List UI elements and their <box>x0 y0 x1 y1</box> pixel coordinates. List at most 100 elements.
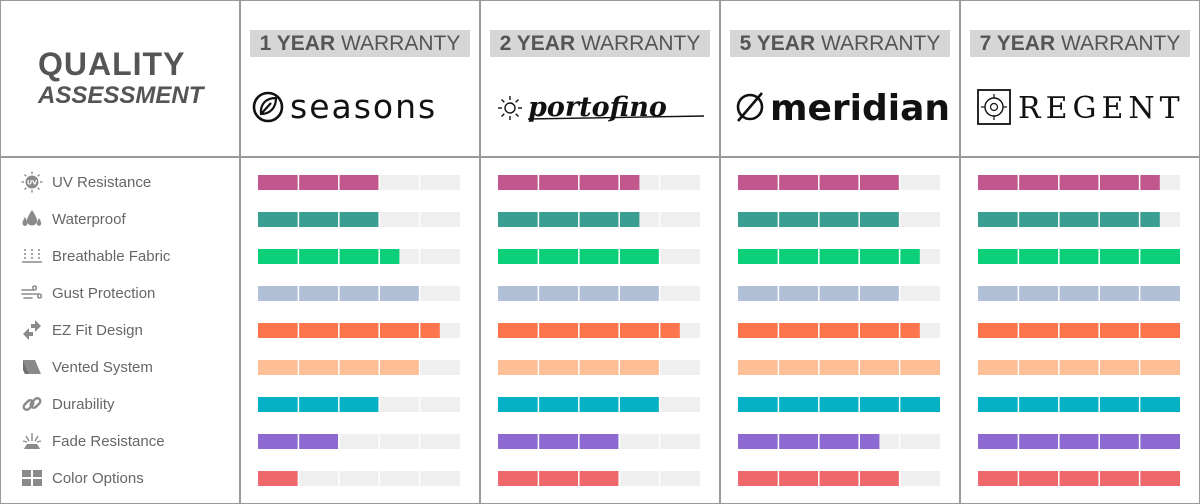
bar-segment-divider <box>578 249 580 264</box>
bar-segment-divider <box>658 471 661 486</box>
bar-regent-5 <box>978 360 1180 375</box>
bar-segment-divider <box>418 249 421 264</box>
bar-segment-divider <box>338 249 340 264</box>
bar-segment-divider <box>578 286 580 301</box>
bar-meridian-4 <box>738 323 920 338</box>
warranty-years: 5 YEAR <box>739 32 816 55</box>
bar-portofino-4 <box>498 323 680 338</box>
bar-regent-1 <box>978 212 1160 227</box>
leaf-icon <box>252 91 284 123</box>
title-line-2: ASSESSMENT <box>38 82 204 109</box>
bar-segment-divider <box>338 286 340 301</box>
bar-portofino-0 <box>498 175 640 190</box>
bar-segment-divider <box>338 175 340 190</box>
bar-segment-divider <box>578 471 580 486</box>
bar-segment-divider <box>777 175 780 190</box>
feature-vented-system: Vented System <box>20 356 153 378</box>
bar-segment-divider <box>818 212 820 227</box>
header-divider <box>0 156 1200 158</box>
bar-segment-divider <box>858 434 860 449</box>
bar-segment-divider <box>418 471 421 486</box>
bar-segment-divider <box>578 323 580 338</box>
column-divider <box>959 0 961 504</box>
bar-segment-divider <box>297 249 300 264</box>
bar-segment-divider <box>1138 471 1141 486</box>
bar-segment-divider <box>777 249 780 264</box>
bar-segment-divider <box>338 212 340 227</box>
chain-link-icon <box>22 397 42 411</box>
bar-segment-divider <box>378 323 380 338</box>
warranty-word: WARRANTY <box>580 32 701 55</box>
bar-segment-divider <box>418 212 421 227</box>
bar-seasons-4 <box>258 323 440 338</box>
vent-icon <box>23 360 41 374</box>
bar-segment-divider <box>578 397 580 412</box>
feature-label: Waterproof <box>52 210 126 228</box>
portofino-logo: portofino <box>498 92 705 123</box>
bar-portofino-8 <box>498 471 620 486</box>
bar-segment-divider <box>338 471 340 486</box>
bar-segment-divider <box>858 471 860 486</box>
bar-segment-divider <box>1138 360 1141 375</box>
bar-segment-divider <box>618 360 620 375</box>
bar-segment-divider <box>1058 286 1060 301</box>
feature-uv-resistance: UV UV Resistance <box>20 171 151 193</box>
seasons-logo: seasons <box>252 87 435 126</box>
bar-segment-divider <box>578 434 580 449</box>
bar-track <box>258 471 460 486</box>
bar-segment-divider <box>537 249 540 264</box>
bar-segment-divider <box>537 323 540 338</box>
feature-ez-fit-design: EZ Fit Design <box>20 319 143 341</box>
meridian-emblem-icon <box>736 92 764 122</box>
bar-segment-divider <box>898 212 901 227</box>
bar-segment-divider <box>818 434 820 449</box>
bar-segment-divider <box>898 397 901 412</box>
bar-regent-2 <box>978 249 1180 264</box>
bar-segment-divider <box>777 323 780 338</box>
feature-color-options: Color Options <box>20 467 144 489</box>
palette-blocks-icon <box>22 470 42 486</box>
bar-segment-divider <box>1058 323 1060 338</box>
bar-segment-divider <box>418 397 421 412</box>
feature-label: Durability <box>52 395 115 413</box>
bar-segment-divider <box>297 471 300 486</box>
brand-name: REGENT <box>1018 91 1185 126</box>
bar-segment-divider <box>1138 286 1141 301</box>
bar-segment-divider <box>1017 212 1020 227</box>
bar-segment-divider <box>1058 471 1060 486</box>
column-divider <box>479 0 481 504</box>
bar-segment-divider <box>658 175 661 190</box>
bar-segment-divider <box>898 249 901 264</box>
warranty-years: 2 YEAR <box>499 32 576 55</box>
bar-segment-divider <box>418 323 421 338</box>
wind-icon <box>21 285 43 299</box>
feature-label: EZ Fit Design <box>52 321 143 339</box>
feature-waterproof: Waterproof <box>20 208 126 230</box>
bar-segment-divider <box>618 175 620 190</box>
feature-label: UV Resistance <box>52 173 152 191</box>
bar-segment-divider <box>777 434 780 449</box>
bar-segment-divider <box>1058 360 1060 375</box>
bar-segment-divider <box>818 286 820 301</box>
warranty-word: WARRANTY <box>340 32 461 55</box>
bar-segment-divider <box>578 360 580 375</box>
bar-segment-divider <box>777 212 780 227</box>
page-title: QUALITY ASSESSMENT <box>38 48 203 110</box>
bar-segment-divider <box>658 286 661 301</box>
bar-segment-divider <box>338 397 340 412</box>
bar-segment-divider <box>1098 175 1100 190</box>
bar-portofino-7 <box>498 434 620 449</box>
bar-segment-divider <box>618 323 620 338</box>
bar-segment-divider <box>777 286 780 301</box>
bar-seasons-2 <box>258 249 400 264</box>
bar-segment-divider <box>858 397 860 412</box>
bar-segment-divider <box>1098 471 1100 486</box>
bar-segment-divider <box>618 212 620 227</box>
bar-segment-divider <box>1058 434 1060 449</box>
bar-segment-divider <box>658 212 661 227</box>
warranty-header-portofino: 2 YEAR WARRANTY <box>490 30 710 57</box>
svg-text:UV: UV <box>27 179 37 187</box>
bar-portofino-1 <box>498 212 640 227</box>
bar-segment-divider <box>1098 249 1100 264</box>
bar-seasons-1 <box>258 212 380 227</box>
